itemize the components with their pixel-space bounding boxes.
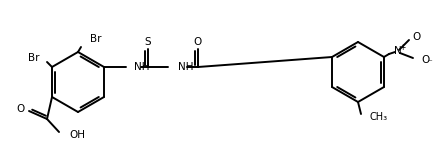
Text: Br: Br xyxy=(90,34,102,44)
Text: CH₃: CH₃ xyxy=(369,112,387,122)
Text: O: O xyxy=(412,32,420,42)
Text: ⁻: ⁻ xyxy=(427,59,432,68)
Text: Br: Br xyxy=(28,53,40,63)
Text: OH: OH xyxy=(69,130,85,140)
Text: O: O xyxy=(17,104,25,114)
Text: O: O xyxy=(194,37,202,47)
Text: O: O xyxy=(421,55,429,65)
Text: NH: NH xyxy=(134,62,149,72)
Text: S: S xyxy=(145,37,151,47)
Text: +: + xyxy=(399,43,405,51)
Text: NH: NH xyxy=(178,62,194,72)
Text: N: N xyxy=(394,46,402,56)
